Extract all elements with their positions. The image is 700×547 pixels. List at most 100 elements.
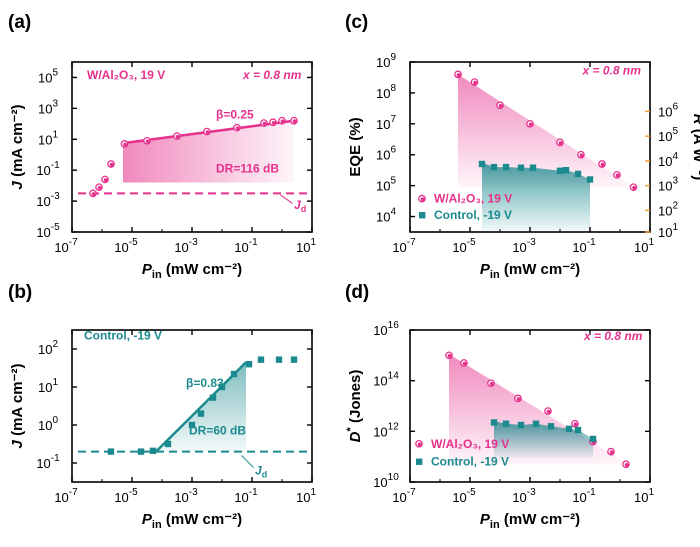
- annotation: β=0.25: [216, 107, 254, 121]
- x-tick-label: 101: [296, 487, 316, 505]
- annotation: β=0.83: [186, 376, 224, 390]
- panel-d: (d)10-7 10-5 10-3 10-1 1011010101210141016Pi…: [345, 282, 654, 531]
- data-point-core: [145, 139, 150, 144]
- data-point: [290, 356, 298, 363]
- data-point: [565, 425, 573, 432]
- y-tick-label: 103: [38, 98, 58, 116]
- legend-marker: [416, 458, 423, 465]
- shade-teal: [482, 162, 590, 231]
- y-tick-exponent: -5: [51, 222, 60, 233]
- right-y-tick-exponent: 1: [672, 222, 678, 233]
- data-point-core: [546, 409, 551, 414]
- y-tick-exponent: 5: [390, 176, 396, 187]
- y-tick-exponent: 2: [52, 339, 58, 350]
- annotation-text: DR=116 dB: [216, 162, 279, 176]
- data-point-core: [292, 119, 297, 124]
- x-axis-title: Pin (mW cm⁻²): [480, 511, 580, 531]
- y-axis-sup: *: [345, 426, 357, 431]
- right-y-axis-unit: (A W⁻¹): [690, 125, 700, 181]
- annotation: x = 0.8 nm: [582, 63, 642, 77]
- y-tick-label: 1016: [373, 320, 399, 338]
- x-axis-sub: in: [490, 269, 500, 281]
- x-tick-label: 10-3: [512, 237, 536, 255]
- x-axis-var: P: [142, 511, 153, 528]
- x-tick-label: 10-3: [174, 487, 198, 505]
- data-point: [197, 410, 205, 417]
- panel-label: (a): [8, 12, 31, 33]
- right-y-tick-exponent: 4: [672, 151, 678, 162]
- x-axis-var: P: [480, 261, 491, 278]
- x-axis-sub: in: [490, 519, 500, 531]
- data-point: [532, 420, 540, 427]
- x-axis-title: Pin (mW cm⁻²): [142, 261, 242, 281]
- x-tick-label: 10-7: [392, 237, 416, 255]
- data-point-core: [498, 103, 503, 108]
- jd-arrow: [280, 194, 293, 204]
- x-tick-label: 10-1: [234, 237, 258, 255]
- data-point: [502, 163, 510, 171]
- y-tick-label: 102: [38, 339, 58, 357]
- jd-arrow: [241, 455, 254, 468]
- annotation: x = 0.8 nm: [242, 68, 302, 82]
- data-point: [230, 370, 238, 378]
- data-point-core: [573, 422, 578, 427]
- x-tick-exponent: -7: [407, 237, 416, 248]
- x-tick-exponent: -1: [587, 237, 596, 248]
- data-point-core: [91, 192, 96, 196]
- y-axis-var: D: [347, 431, 364, 442]
- y-tick-label: 104: [376, 207, 396, 225]
- y-tick-exponent: 0: [52, 415, 58, 426]
- y-axis-unit: (mA cm⁻²): [9, 105, 26, 182]
- x-tick-exponent: -5: [129, 237, 138, 248]
- right-y-tick-label: 103: [658, 176, 678, 194]
- x-tick-label: 10-3: [512, 487, 536, 505]
- data-point: [478, 160, 486, 168]
- shade-pink: [123, 120, 294, 183]
- data-point-core: [516, 397, 521, 401]
- data-point: [245, 361, 253, 368]
- right-y-tick-label: 106: [658, 101, 678, 119]
- y-tick-label: 10-1: [36, 160, 60, 178]
- legend-label: W/Al₂O₃, 19 V: [434, 192, 512, 206]
- right-y-tick-label: 102: [658, 200, 678, 218]
- data-point-core: [615, 173, 620, 178]
- x-tick-label: 10-1: [572, 237, 596, 255]
- right-y-tick-exponent: 5: [672, 126, 678, 137]
- y-tick-label: 10-5: [36, 222, 60, 240]
- legend-label: Control, -19 V: [434, 208, 512, 222]
- annotation: Control, -19 V: [84, 329, 162, 343]
- legend-label: W/Al₂O₃, 19 V: [431, 437, 509, 451]
- data-point-core: [97, 185, 102, 190]
- panel-label: (d): [345, 282, 369, 303]
- x-tick-label: 10-1: [572, 487, 596, 505]
- data-point: [218, 383, 226, 391]
- panel-label: (b): [8, 282, 32, 303]
- data-point-core: [632, 185, 636, 190]
- legend-marker-core: [420, 197, 425, 202]
- data-point: [556, 167, 564, 174]
- x-axis-unit: (mW cm⁻²): [500, 261, 580, 278]
- y-tick-exponent: 12: [388, 421, 400, 432]
- data-point-core: [262, 121, 267, 126]
- y-tick-label: 101: [38, 377, 58, 395]
- data-point: [257, 356, 265, 363]
- y-tick-exponent: 8: [390, 83, 396, 94]
- data-point: [574, 426, 582, 434]
- panel-c: (c) 10-7 10-5 10-3 10-1 101 104 105 106 107 108 109…: [345, 12, 700, 281]
- shade-pink: [458, 74, 634, 188]
- y-tick-exponent: 3: [52, 98, 58, 109]
- x-tick-exponent: 1: [310, 237, 316, 248]
- x-axis-title: Pin (mW cm⁻²): [480, 261, 580, 281]
- x-axis-unit: (mW cm⁻²): [500, 511, 580, 528]
- legend-marker-core: [417, 442, 422, 447]
- annotation-text: x = 0.8 nm: [242, 68, 302, 82]
- data-point: [517, 164, 525, 171]
- annotation-text: x = 0.8 nm: [582, 63, 642, 77]
- x-tick-exponent: -1: [587, 487, 596, 498]
- x-tick-label: 101: [296, 237, 316, 255]
- y-tick-label: 106: [376, 145, 396, 163]
- data-point-core: [175, 134, 180, 139]
- data-point: [562, 166, 570, 174]
